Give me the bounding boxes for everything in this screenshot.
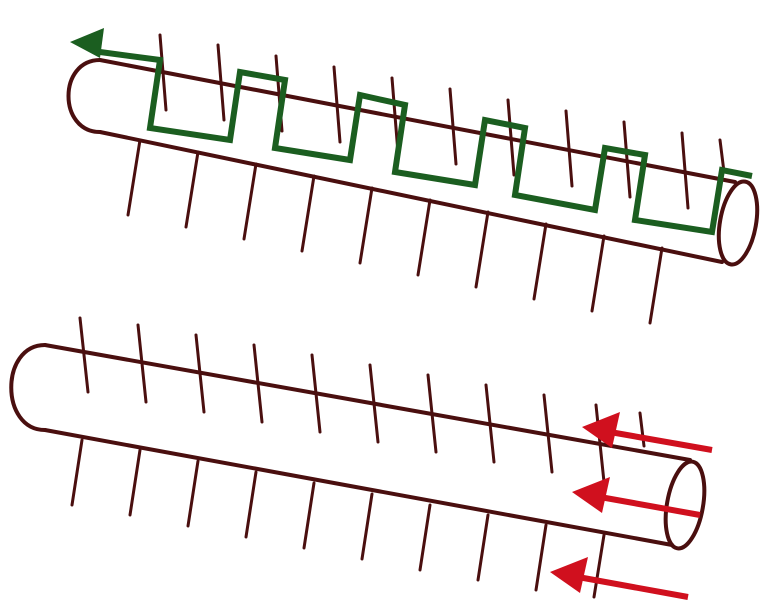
lower-tube-bottom-hairs (70, 438, 606, 599)
lower-tube-bottom-line (43, 428, 674, 547)
lower-tube (9, 316, 707, 599)
red-arrow-1 (582, 412, 713, 453)
upper-tube-open-end (716, 179, 760, 267)
green-square-wave (99, 49, 753, 236)
lower-tube-top-line (43, 343, 692, 462)
arrowhead-left-icon (582, 412, 620, 448)
upper-tube-bottom-hairs (126, 138, 664, 325)
upper-tube-left-cap (66, 58, 102, 134)
lower-tube-open-end (663, 459, 707, 551)
red-arrow-2 (572, 477, 701, 518)
red-arrows (550, 412, 713, 600)
red-arrow-3 (550, 557, 689, 600)
arrowhead-left-icon (550, 557, 588, 593)
upper-tube-bottom-line (98, 130, 724, 264)
arrowhead-left-icon (572, 477, 610, 513)
upper-tube (66, 33, 760, 325)
arrowhead-left-icon (70, 28, 104, 58)
upper-tube-top-line (98, 58, 737, 184)
upper-green-trace (99, 49, 753, 236)
upper-tube-top-hairs (158, 33, 726, 210)
lower-tube-left-cap (9, 343, 47, 432)
lower-tube-top-hairs (78, 316, 646, 484)
